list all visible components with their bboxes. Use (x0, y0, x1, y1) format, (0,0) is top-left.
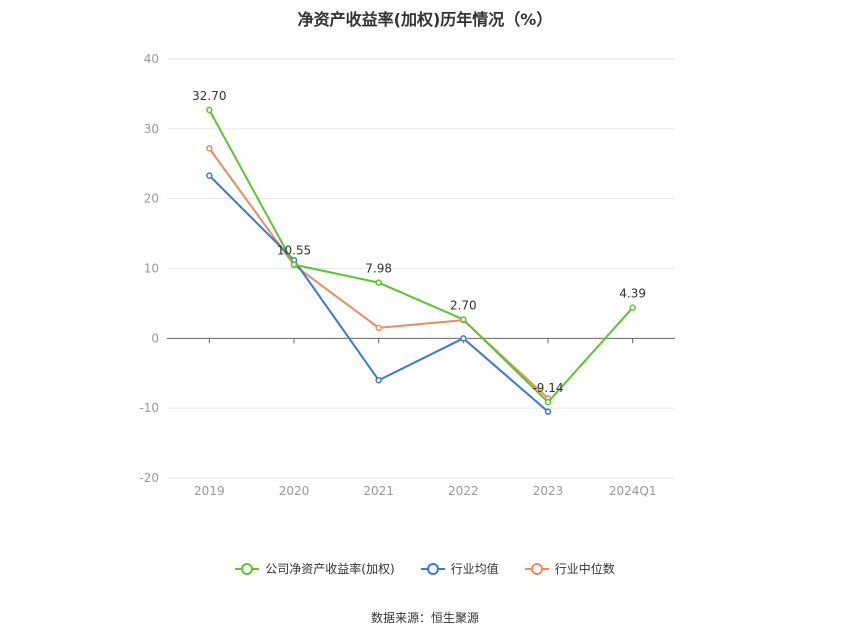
y-axis-ticks: 40 30 20 10 0 -10 -20 (139, 52, 159, 485)
data-point[interactable] (460, 316, 467, 323)
series-line (208, 174, 549, 413)
data-point[interactable] (206, 106, 213, 114)
data-label: 32.70 (192, 89, 226, 103)
legend-item[interactable]: 公司净资产收益率(加权) (235, 560, 395, 577)
source-note: 数据来源：恒生聚源 (370, 611, 479, 625)
x-tick-label: 2023 (533, 484, 564, 498)
legend-label: 行业中位数 (554, 562, 615, 576)
y-tick-label: 20 (144, 192, 159, 206)
data-point[interactable] (206, 172, 213, 179)
y-tick-label: 30 (144, 122, 159, 136)
legend-swatch-icon (420, 562, 445, 575)
legend: 公司净资产收益率(加权) 行业均值 行业中位数 (0, 560, 850, 577)
data-label: 4.39 (619, 287, 646, 301)
x-tick-label: 2022 (448, 484, 479, 498)
data-point[interactable] (206, 145, 213, 152)
y-tick-label: 40 (144, 52, 159, 66)
data-point[interactable] (375, 279, 382, 286)
data-label: 2.70 (450, 298, 477, 312)
series-lines (206, 106, 636, 415)
data-point[interactable] (375, 376, 382, 384)
data-point[interactable] (629, 304, 636, 311)
data-labels: 32.70 10.55 7.98 2.70 -9.14 4.39 (192, 89, 646, 395)
legend-item[interactable]: 行业中位数 (524, 560, 615, 577)
x-tick-label: 2021 (363, 484, 394, 498)
data-point[interactable] (290, 261, 298, 268)
y-tick-label: 10 (144, 262, 159, 276)
data-label: -9.14 (532, 381, 563, 395)
y-tick-label: -20 (139, 471, 159, 485)
data-point[interactable] (544, 398, 552, 406)
data-point[interactable] (544, 408, 552, 415)
y-tick-label: -10 (139, 401, 159, 415)
series-line (208, 109, 634, 404)
grid-lines (167, 58, 675, 479)
y-tick-label: 0 (151, 331, 159, 345)
data-point[interactable] (375, 324, 382, 332)
x-tick-label: 2019 (194, 484, 225, 498)
legend-swatch-icon (524, 562, 549, 575)
x-tick-label: 2020 (279, 484, 310, 498)
x-tick-label: 2024Q1 (609, 484, 657, 498)
legend-item[interactable]: 行业均值 (420, 560, 499, 577)
data-label: 10.55 (277, 244, 311, 258)
data-label: 7.98 (365, 262, 392, 276)
legend-label: 公司净资产收益率(加权) (265, 562, 395, 576)
legend-label: 行业均值 (450, 562, 499, 576)
x-axis: 2019 2020 2021 2022 2023 2024Q1 (167, 337, 675, 498)
legend-swatch-icon (235, 562, 260, 575)
chart-title: 净资产收益率(加权)历年情况（%） (297, 10, 553, 29)
data-point[interactable] (460, 335, 467, 342)
